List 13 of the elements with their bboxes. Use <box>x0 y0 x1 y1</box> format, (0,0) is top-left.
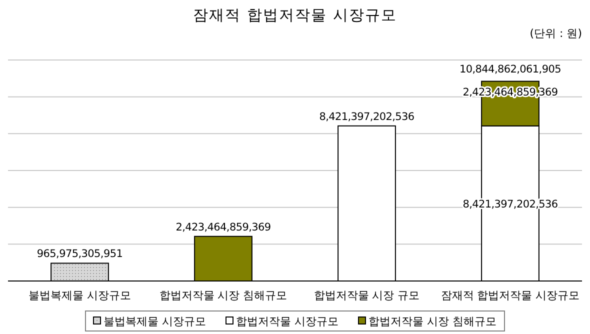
total-label: 10,844,862,061,905 <box>460 63 561 76</box>
data-label: 8,421,397,202,536 <box>319 110 415 123</box>
legend-label: 불법복제물 시장규모 <box>104 315 206 328</box>
text: (단위 : 원) <box>530 27 582 40</box>
data-label: 965,975,305,951 <box>36 248 123 260</box>
x-tick-label: 불법복제물 시장규모 <box>28 289 131 302</box>
legend-label: 합법저작물 시장규모 <box>236 315 338 328</box>
x-tick-label: 합법저작물 시장 침해규모 <box>159 289 288 302</box>
legend-label: 합법저작물 시장 침해규모 <box>368 315 496 328</box>
x-tick-label: 잠재적 합법저작물 시장규모 <box>440 289 580 302</box>
x-tick-label: 합법저작물 시장 규모 <box>314 289 420 302</box>
data-label: 2,423,464,859,369 <box>176 221 271 234</box>
chart-title: 잠재적 합법저작물 시장규모 <box>193 6 397 24</box>
